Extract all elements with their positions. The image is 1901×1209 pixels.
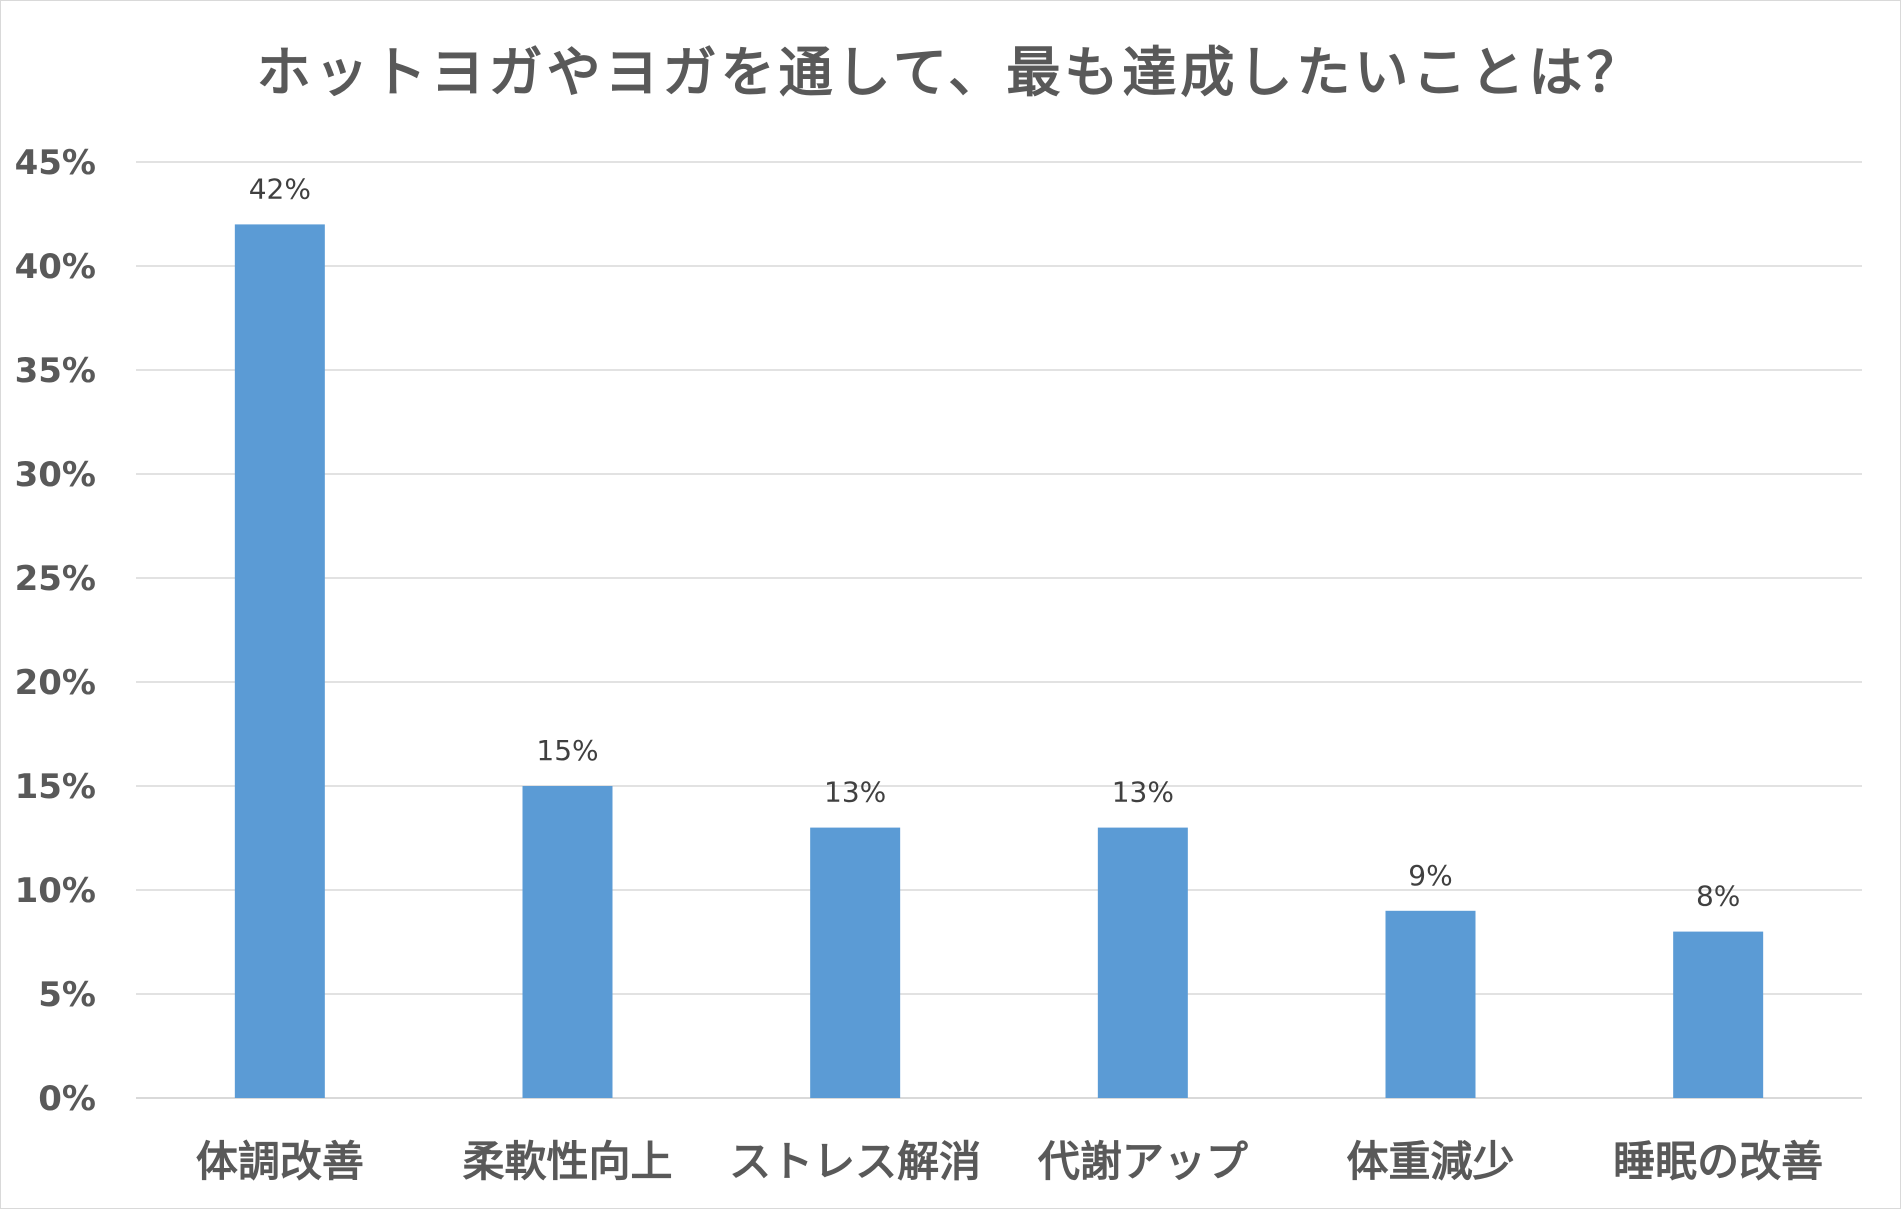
x-axis-ticks: 体調改善 柔軟性向上 ストレス解消 代謝アップ 体重減少 睡眠の改善 [196,1137,1823,1186]
x-tick-label: 体調改善 [196,1137,364,1186]
data-label: 13% [824,776,886,809]
y-axis-ticks: 0% 5% 10% 15% 20% 25% 30% 35% 40% 45% [15,143,96,1119]
data-label: 9% [1408,859,1452,892]
x-tick-label: 柔軟性向上 [462,1137,672,1186]
bar [522,786,613,1098]
bar [1097,827,1188,1098]
y-tick-label: 5% [38,975,96,1015]
y-tick-label: 10% [15,871,96,911]
x-tick-label: ストレス解消 [729,1137,981,1186]
x-tick-label: 睡眠の改善 [1613,1137,1823,1186]
y-tick-label: 0% [38,1079,96,1119]
bar [1673,931,1764,1098]
data-labels: 42% 15% 13% 13% 9% 8% [249,172,1741,912]
data-label: 15% [536,734,598,767]
y-tick-label: 20% [15,663,96,703]
y-tick-label: 30% [15,455,96,495]
x-tick-label: 代謝アップ [1037,1137,1248,1186]
gridlines [136,161,1862,1099]
chart-title: ホットヨガやヨガを通して、最も達成したいことは？ [256,41,1645,104]
bars [234,224,1764,1098]
data-label: 8% [1696,880,1740,913]
x-tick-label: 体重減少 [1346,1137,1514,1186]
y-tick-label: 15% [15,767,96,807]
data-label: 13% [1112,776,1174,809]
bar [810,827,901,1098]
y-tick-label: 40% [15,247,96,287]
bar [1385,910,1476,1098]
data-label: 42% [249,172,311,205]
y-tick-label: 25% [15,559,96,599]
bar [234,224,325,1098]
y-tick-label: 45% [15,143,96,183]
y-tick-label: 35% [15,351,96,391]
